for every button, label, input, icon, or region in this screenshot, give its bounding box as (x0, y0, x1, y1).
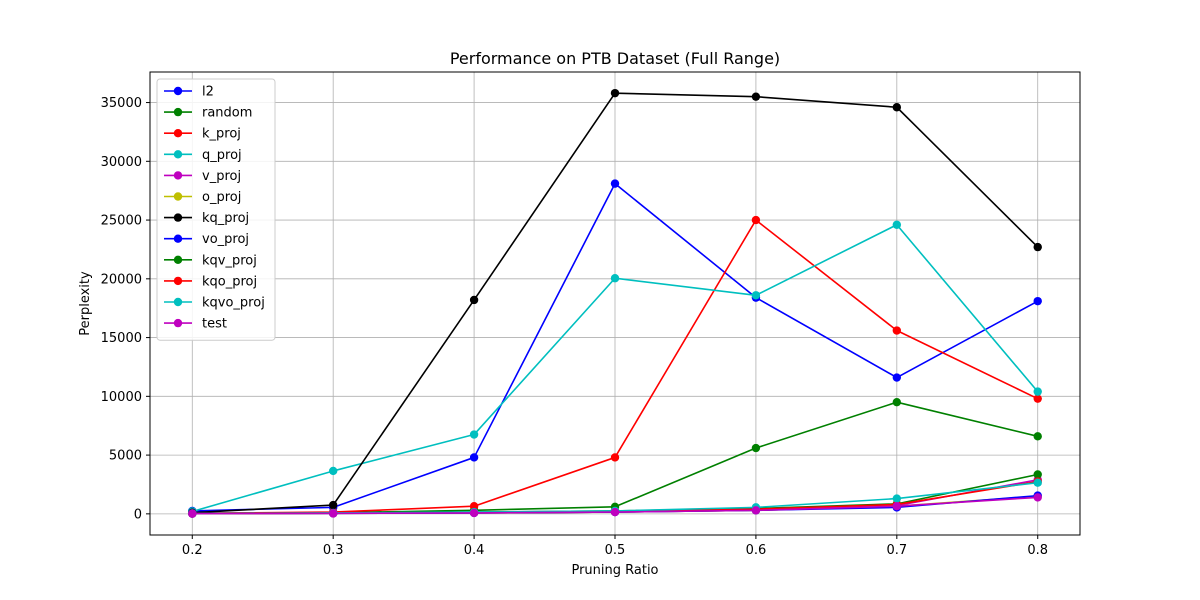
x-tick-label: 0.2 (182, 543, 203, 558)
data-point (469, 430, 479, 439)
y-axis-label: Perplexity (78, 271, 93, 336)
data-point (1033, 470, 1042, 479)
legend-marker (173, 107, 183, 117)
legend-item: l2 (164, 85, 214, 100)
legend-item: q_proj (164, 148, 242, 163)
x-tick-label: 0.4 (464, 543, 485, 558)
y-tick-label: 20000 (101, 272, 142, 287)
data-point (1033, 493, 1042, 502)
legend-marker (173, 255, 183, 264)
x-tick-label: 0.8 (1027, 543, 1048, 558)
data-point (469, 508, 479, 518)
x-axis: 0.2 0.3 0.4 0.5 0.6 0.7 0.8 (182, 535, 1048, 558)
data-point (610, 179, 620, 188)
legend-label: test (202, 317, 227, 332)
legend-label: kqo_proj (202, 274, 257, 289)
data-point (751, 215, 761, 225)
data-point (469, 295, 479, 305)
legend-item: random (164, 106, 252, 121)
data-point (892, 494, 902, 503)
data-point (1033, 387, 1042, 396)
data-point (1033, 242, 1042, 252)
y-tick-label: 35000 (101, 96, 142, 111)
legend-item: test (164, 317, 227, 332)
legend-marker (173, 171, 183, 180)
legend-item: vo_proj (164, 232, 249, 247)
data-point (892, 220, 902, 229)
x-tick-label: 0.7 (886, 543, 907, 558)
legend-marker (173, 213, 183, 222)
y-tick-label: 15000 (101, 331, 142, 346)
x-tick-label: 0.6 (746, 543, 767, 558)
data-point (610, 274, 620, 283)
series-q_proj (188, 220, 1042, 516)
data-point (469, 453, 479, 462)
data-point (751, 291, 761, 300)
data-point (328, 466, 338, 476)
y-tick-label: 5000 (109, 449, 142, 464)
legend-label: v_proj (202, 169, 241, 184)
legend-item: kq_proj (164, 211, 249, 226)
data-point (328, 500, 338, 510)
data-point (892, 398, 902, 407)
legend-label: kqv_proj (202, 253, 257, 268)
legend-item: kqo_proj (164, 274, 257, 289)
legend-label: o_proj (202, 190, 241, 205)
legend-item: k_proj (164, 127, 241, 142)
legend-marker (173, 234, 183, 243)
legend-marker (173, 276, 183, 286)
legend-marker (173, 192, 183, 201)
data-point (892, 326, 902, 335)
data-point (328, 509, 338, 518)
y-axis: 0 5000 10000 15000 20000 25000 30000 35000 (101, 96, 150, 522)
data-point (188, 509, 197, 518)
legend-label: l2 (202, 85, 214, 100)
chart-title: Performance on PTB Dataset (Full Range) (450, 49, 780, 68)
y-tick-label: 25000 (101, 214, 142, 229)
data-point (751, 506, 761, 515)
x-tick-label: 0.3 (323, 543, 344, 558)
data-point (751, 92, 761, 101)
legend-marker (173, 150, 183, 159)
data-point (1033, 432, 1042, 441)
legend-label: q_proj (202, 148, 242, 163)
data-point (610, 507, 620, 517)
data-point (1033, 394, 1042, 403)
data-point (610, 453, 620, 462)
legend-marker (173, 297, 183, 307)
data-point (892, 502, 902, 511)
legend-item: kqv_proj (164, 253, 257, 268)
data-point (892, 373, 902, 382)
legend-marker (173, 318, 183, 328)
y-tick-label: 0 (134, 507, 142, 522)
data-point (751, 443, 761, 453)
legend-label: vo_proj (202, 232, 249, 247)
data-point (1033, 296, 1042, 306)
x-tick-label: 0.5 (605, 543, 626, 558)
legend-item: o_proj (164, 190, 241, 205)
legend: l2 random k_proj q_proj v_proj o_proj kq_projv… (156, 78, 276, 341)
legend-box (156, 78, 276, 341)
legend-marker (173, 129, 183, 138)
x-axis-label: Pruning Ratio (571, 563, 658, 578)
legend-item: v_proj (164, 169, 241, 184)
legend-label: random (202, 106, 252, 121)
data-point (892, 103, 902, 112)
legend-label: kq_proj (202, 211, 249, 226)
y-tick-label: 30000 (101, 155, 142, 170)
data-point (610, 88, 620, 98)
data-point (469, 502, 479, 511)
series-layer (188, 88, 1042, 518)
legend-label: kqvo_proj (202, 296, 265, 311)
series-test (188, 493, 1042, 518)
legend-label: k_proj (202, 127, 241, 142)
legend-item: kqvo_proj (164, 296, 265, 311)
legend-marker (173, 86, 183, 96)
data-point (1033, 478, 1042, 487)
y-tick-label: 10000 (101, 390, 142, 405)
